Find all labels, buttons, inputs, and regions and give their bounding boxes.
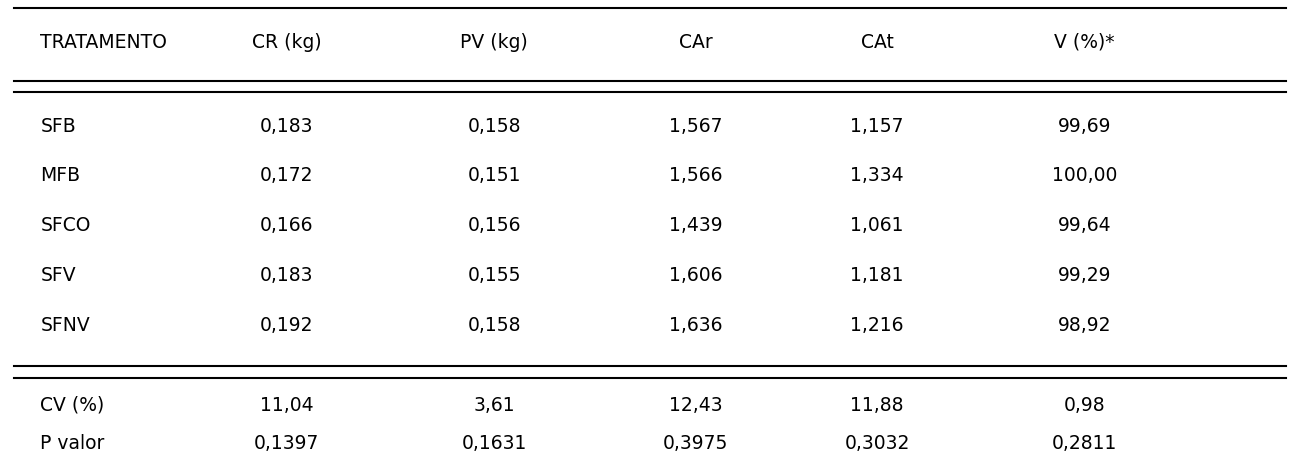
Text: CAt: CAt: [861, 33, 893, 52]
Text: PV (kg): PV (kg): [460, 33, 528, 52]
Text: 0,156: 0,156: [468, 216, 521, 235]
Text: SFCO: SFCO: [40, 216, 91, 235]
Text: 99,64: 99,64: [1058, 216, 1111, 235]
Text: 0,151: 0,151: [468, 166, 521, 186]
Text: 0,3975: 0,3975: [663, 434, 728, 453]
Text: 3,61: 3,61: [473, 395, 515, 414]
Text: TRATAMENTO: TRATAMENTO: [40, 33, 168, 52]
Text: 1,606: 1,606: [668, 266, 723, 285]
Text: 0,183: 0,183: [260, 117, 313, 136]
Text: 100,00: 100,00: [1052, 166, 1117, 186]
Text: 1,061: 1,061: [850, 216, 904, 235]
Text: 12,43: 12,43: [668, 395, 723, 414]
Text: 1,636: 1,636: [668, 316, 723, 335]
Text: 98,92: 98,92: [1058, 316, 1111, 335]
Text: 0,172: 0,172: [260, 166, 313, 186]
Text: 1,216: 1,216: [850, 316, 904, 335]
Text: 1,566: 1,566: [668, 166, 723, 186]
Text: 0,1631: 0,1631: [462, 434, 526, 453]
Text: 1,334: 1,334: [850, 166, 904, 186]
Text: SFV: SFV: [40, 266, 75, 285]
Text: 1,567: 1,567: [668, 117, 723, 136]
Text: P valor: P valor: [40, 434, 105, 453]
Text: 1,439: 1,439: [668, 216, 723, 235]
Text: 11,04: 11,04: [260, 395, 313, 414]
Text: 0,3032: 0,3032: [844, 434, 910, 453]
Text: 0,158: 0,158: [468, 316, 521, 335]
Text: SFB: SFB: [40, 117, 77, 136]
Text: 0,183: 0,183: [260, 266, 313, 285]
Text: 0,2811: 0,2811: [1052, 434, 1117, 453]
Text: 0,155: 0,155: [468, 266, 521, 285]
Text: 0,158: 0,158: [468, 117, 521, 136]
Text: 0,1397: 0,1397: [254, 434, 320, 453]
Text: 1,181: 1,181: [850, 266, 904, 285]
Text: SFNV: SFNV: [40, 316, 90, 335]
Text: MFB: MFB: [40, 166, 81, 186]
Text: 0,192: 0,192: [260, 316, 313, 335]
Text: 1,157: 1,157: [850, 117, 904, 136]
Text: CV (%): CV (%): [40, 395, 104, 414]
Text: 11,88: 11,88: [850, 395, 904, 414]
Text: 0,98: 0,98: [1063, 395, 1105, 414]
Text: CAr: CAr: [679, 33, 712, 52]
Text: V (%)*: V (%)*: [1054, 33, 1115, 52]
Text: 99,29: 99,29: [1058, 266, 1111, 285]
Text: 0,166: 0,166: [260, 216, 313, 235]
Text: 99,69: 99,69: [1058, 117, 1111, 136]
Text: CR (kg): CR (kg): [252, 33, 321, 52]
